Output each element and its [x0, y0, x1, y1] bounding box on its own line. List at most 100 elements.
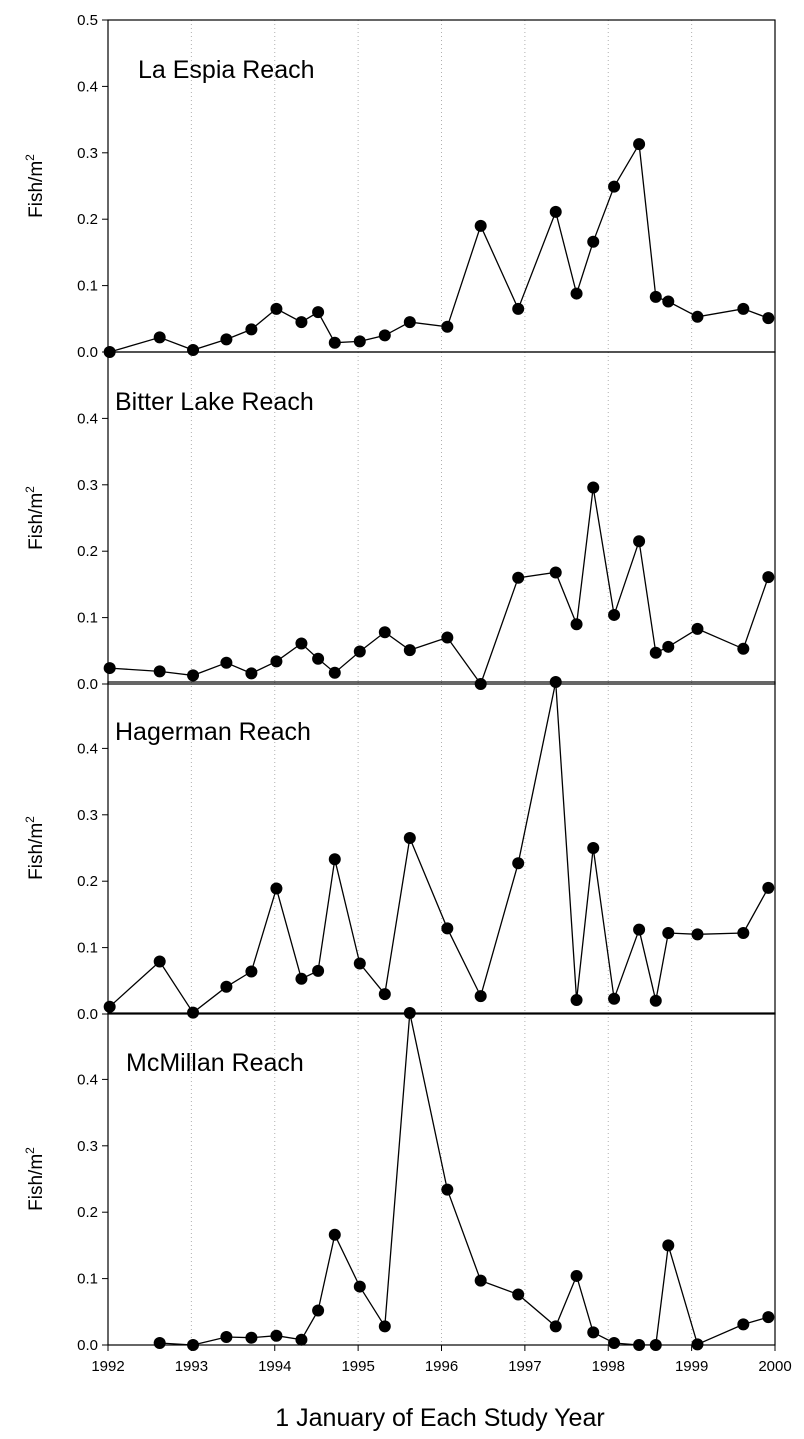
data-point-hagerman-reach-9 — [353, 957, 366, 970]
data-point-mcmillan-reach-11 — [441, 1183, 454, 1196]
x-tick-label-1997: 1997 — [508, 1358, 541, 1375]
data-point-mcmillan-reach-15 — [570, 1269, 583, 1282]
data-point-la-espia-reach-4 — [245, 323, 258, 336]
data-point-bitter-lake-reach-15 — [549, 566, 562, 579]
y-tick-label-bitter-lake-reach-0.4: 0.4 — [77, 410, 98, 427]
data-point-hagerman-reach-17 — [587, 842, 600, 854]
data-point-la-espia-reach-24 — [762, 312, 775, 325]
data-point-bitter-lake-reach-18 — [608, 608, 621, 621]
data-point-hagerman-reach-19 — [633, 923, 646, 936]
data-point-hagerman-reach-3 — [220, 980, 233, 993]
x-tick-label-2000: 2000 — [758, 1358, 791, 1375]
data-point-bitter-lake-reach-17 — [587, 481, 600, 494]
data-point-la-espia-reach-11 — [403, 316, 416, 329]
text-layer: 1 January of Each Study Year 0.0 0.1 0.2 0.… — [23, 12, 792, 1432]
y-tick-label-bitter-lake-reach-0.2: 0.2 — [77, 543, 98, 560]
data-point-mcmillan-reach-21 — [691, 1338, 704, 1351]
y-tick-label-hagerman-reach-0.2: 0.2 — [77, 873, 98, 890]
y-axis-label-hagerman-reach: Fish/m2 — [23, 816, 47, 880]
data-point-mcmillan-reach-17 — [608, 1337, 621, 1350]
data-point-hagerman-reach-20 — [649, 994, 662, 1007]
data-point-la-espia-reach-15 — [549, 205, 562, 218]
series-line-bitter-lake-reach — [109, 487, 769, 684]
data-point-hagerman-reach-1 — [153, 955, 166, 968]
data-point-la-espia-reach-17 — [587, 235, 600, 248]
data-point-bitter-lake-reach-9 — [353, 645, 366, 658]
data-point-la-espia-reach-22 — [691, 310, 704, 323]
data-point-mcmillan-reach-22 — [737, 1318, 750, 1331]
panel-title-bitter-lake-reach: Bitter Lake Reach — [115, 388, 314, 416]
x-tick-label-1994: 1994 — [258, 1358, 291, 1375]
y-tick-label-mcmillan-reach-0.4: 0.4 — [77, 1071, 98, 1088]
data-point-mcmillan-reach-2 — [220, 1331, 233, 1344]
data-point-mcmillan-reach-4 — [270, 1329, 283, 1342]
data-point-mcmillan-reach-16 — [587, 1326, 600, 1339]
data-point-hagerman-reach-11 — [403, 832, 416, 845]
data-point-bitter-lake-reach-4 — [245, 667, 258, 680]
data-point-bitter-lake-reach-19 — [633, 535, 646, 548]
data-point-mcmillan-reach-9 — [378, 1320, 391, 1333]
data-point-la-espia-reach-20 — [649, 290, 662, 303]
y-tick-label-bitter-lake-reach-0.3: 0.3 — [77, 477, 98, 494]
data-point-bitter-lake-reach-14 — [512, 571, 525, 584]
data-point-la-espia-reach-5 — [270, 302, 283, 315]
data-point-mcmillan-reach-7 — [328, 1228, 341, 1241]
data-point-bitter-lake-reach-12 — [441, 631, 454, 644]
y-tick-label-la-espia-reach-0.5: 0.5 — [77, 12, 98, 29]
data-point-la-espia-reach-16 — [570, 287, 583, 300]
data-point-hagerman-reach-12 — [441, 922, 454, 935]
data-point-mcmillan-reach-6 — [312, 1304, 325, 1317]
x-tick-label-1999: 1999 — [675, 1358, 708, 1375]
series-line-la-espia-reach — [109, 142, 769, 352]
data-point-mcmillan-reach-14 — [549, 1320, 562, 1333]
data-point-mcmillan-reach-5 — [295, 1333, 308, 1346]
data-point-hagerman-reach-16 — [570, 994, 583, 1007]
panel-title-mcmillan-reach: McMillan Reach — [126, 1049, 304, 1077]
y-tick-label-la-espia-reach-0.3: 0.3 — [77, 145, 98, 162]
data-point-bitter-lake-reach-8 — [328, 666, 341, 679]
data-point-la-espia-reach-1 — [153, 331, 166, 344]
data-point-bitter-lake-reach-11 — [403, 644, 416, 657]
y-axis-label-bitter-lake-reach: Fish/m2 — [23, 486, 47, 550]
panel-title-hagerman-reach: Hagerman Reach — [115, 718, 311, 746]
data-point-mcmillan-reach-3 — [245, 1331, 258, 1344]
data-point-la-espia-reach-14 — [512, 302, 525, 315]
data-point-la-espia-reach-23 — [737, 302, 750, 315]
y-tick-label-hagerman-reach-0.3: 0.3 — [77, 807, 98, 824]
data-point-hagerman-reach-7 — [312, 964, 325, 977]
data-point-hagerman-reach-13 — [474, 990, 487, 1003]
data-point-hagerman-reach-4 — [245, 965, 258, 978]
data-point-bitter-lake-reach-1 — [153, 665, 166, 678]
data-point-bitter-lake-reach-20 — [649, 646, 662, 659]
panel-frame-bitter-lake-reach — [107, 351, 776, 685]
data-point-la-espia-reach-2 — [187, 344, 200, 357]
data-point-mcmillan-reach-0 — [153, 1337, 166, 1350]
data-point-bitter-lake-reach-0 — [103, 662, 116, 675]
data-point-bitter-lake-reach-10 — [378, 626, 391, 639]
y-tick-label-bitter-lake-reach-0.1: 0.1 — [77, 610, 98, 627]
data-point-hagerman-reach-6 — [295, 972, 308, 985]
data-point-bitter-lake-reach-6 — [295, 637, 308, 650]
panel-title-la-espia-reach: La Espia Reach — [138, 56, 315, 84]
panel-frame-hagerman-reach — [107, 681, 776, 1015]
data-point-la-espia-reach-19 — [633, 138, 646, 151]
data-point-bitter-lake-reach-23 — [737, 642, 750, 655]
data-point-mcmillan-reach-8 — [353, 1280, 366, 1293]
data-point-la-espia-reach-18 — [608, 180, 621, 193]
x-tick-label-1993: 1993 — [175, 1358, 208, 1375]
data-point-la-espia-reach-12 — [441, 320, 454, 333]
data-point-hagerman-reach-8 — [328, 853, 341, 866]
data-point-hagerman-reach-0 — [103, 1000, 116, 1013]
data-point-mcmillan-reach-20 — [662, 1239, 675, 1252]
data-point-hagerman-reach-24 — [762, 881, 775, 894]
data-point-hagerman-reach-10 — [378, 988, 391, 1001]
x-tick-label-1996: 1996 — [425, 1358, 458, 1375]
y-tick-label-la-espia-reach-0.0: 0.0 — [77, 344, 98, 361]
data-point-bitter-lake-reach-21 — [662, 640, 675, 653]
axes-layer — [102, 19, 776, 1351]
data-point-la-espia-reach-13 — [474, 219, 487, 232]
y-tick-label-bitter-lake-reach-0.0: 0.0 — [77, 676, 98, 693]
y-tick-label-hagerman-reach-0.4: 0.4 — [77, 740, 98, 757]
data-point-hagerman-reach-18 — [608, 992, 621, 1005]
